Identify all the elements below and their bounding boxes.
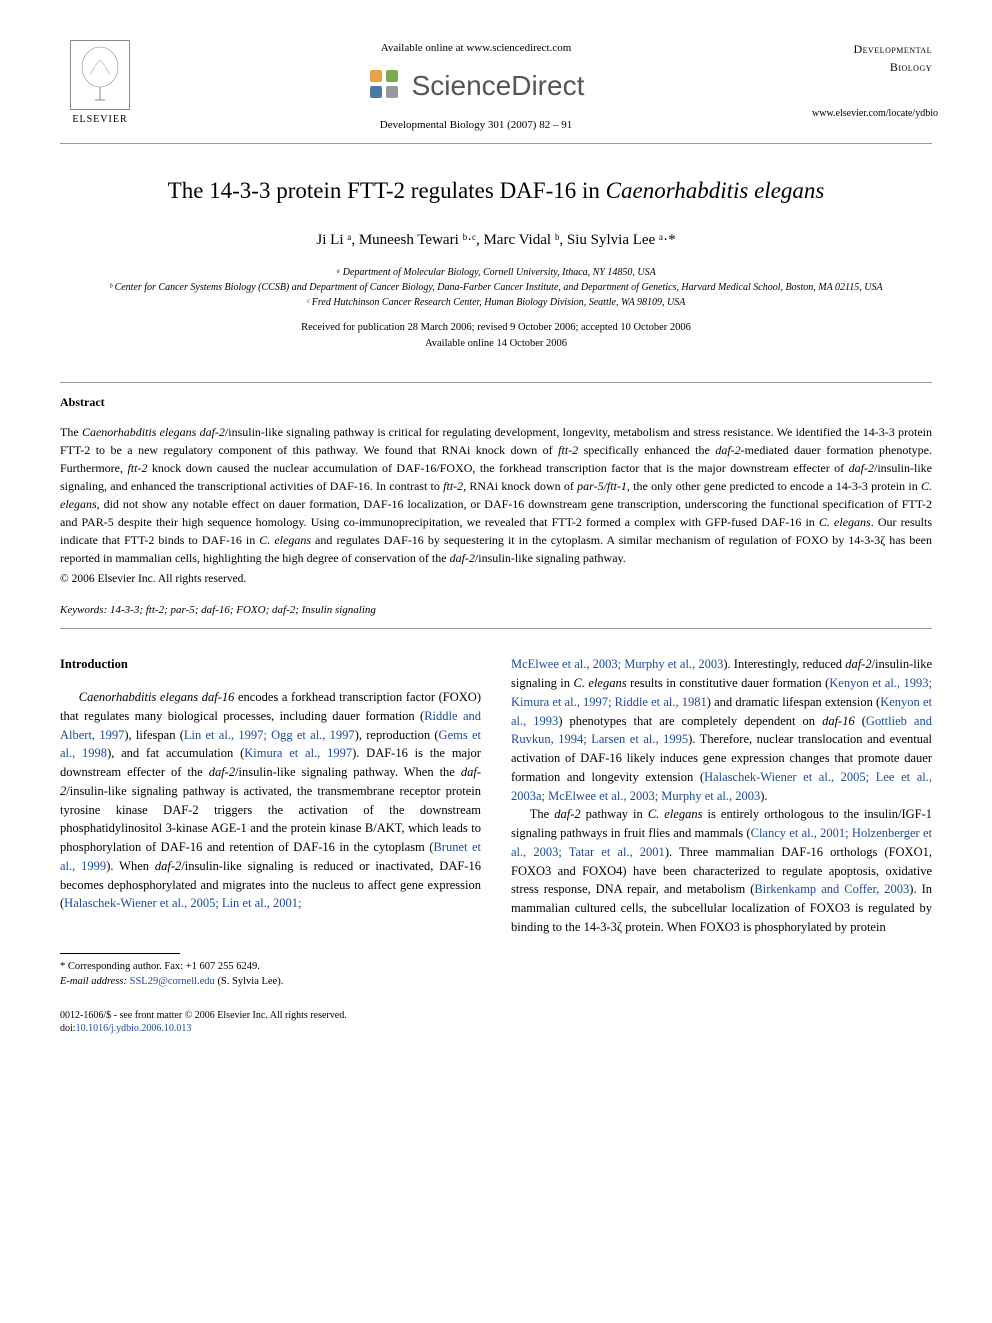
journal-name: Developmental Biology — [812, 40, 932, 76]
sciencedirect-logo: ScienceDirect — [140, 65, 812, 107]
online-date: Available online 14 October 2006 — [60, 336, 932, 352]
affiliations: ᵃ Department of Molecular Biology, Corne… — [60, 265, 932, 310]
journal-reference: Developmental Biology 301 (2007) 82 – 91 — [140, 117, 812, 134]
elsevier-label: ELSEVIER — [72, 112, 127, 127]
page-header: ELSEVIER Available online at www.science… — [60, 40, 932, 133]
abstract-bottom-rule — [60, 628, 932, 629]
footer-copyright: 0012-1606/$ - see front matter © 2006 El… — [60, 1009, 932, 1022]
email-address[interactable]: SSL29@cornell.edu — [130, 976, 215, 987]
column-right: McElwee et al., 2003; Murphy et al., 200… — [511, 655, 932, 989]
email-suffix: (S. Sylvia Lee). — [215, 976, 284, 987]
corresponding-email-row: E-mail address: SSL29@cornell.edu (S. Sy… — [60, 975, 481, 990]
footer: 0012-1606/$ - see front matter © 2006 El… — [60, 1009, 932, 1035]
header-rule — [60, 143, 932, 144]
doi-value[interactable]: 10.1016/j.ydbio.2006.10.013 — [76, 1023, 192, 1034]
corresponding-fax: * Corresponding author. Fax: +1 607 255 … — [60, 960, 481, 975]
header-center: Available online at www.sciencedirect.co… — [140, 40, 812, 133]
affiliation-b: ᵇ Center for Cancer Systems Biology (CCS… — [60, 280, 932, 295]
corresponding-author: * Corresponding author. Fax: +1 607 255 … — [60, 960, 481, 989]
elsevier-tree-icon — [70, 40, 130, 110]
affiliation-c: ᶜ Fred Hutchinson Cancer Research Center… — [60, 295, 932, 310]
footer-doi-row: doi:10.1016/j.ydbio.2006.10.013 — [60, 1022, 932, 1035]
sciencedirect-icon — [368, 68, 404, 104]
authors: Ji Li ᵃ, Muneesh Tewari ᵇ·ᶜ, Marc Vidal … — [60, 229, 932, 252]
journal-url: www.elsevier.com/locate/ydbio — [812, 106, 932, 121]
received-date: Received for publication 28 March 2006; … — [60, 320, 932, 336]
email-label: E-mail address: — [60, 976, 127, 987]
abstract-top-rule — [60, 382, 932, 383]
publication-dates: Received for publication 28 March 2006; … — [60, 320, 932, 352]
journal-box: Developmental Biology www.elsevier.com/l… — [812, 40, 932, 121]
keywords-label: Keywords: — [60, 604, 107, 616]
corresponding-rule — [60, 953, 180, 954]
column-left: Introduction Caenorhabditis elegans daf-… — [60, 655, 481, 989]
intro-paragraph-2: The daf-2 pathway in C. elegans is entir… — [511, 805, 932, 936]
abstract-copyright: © 2006 Elsevier Inc. All rights reserved… — [60, 571, 932, 588]
keywords: Keywords: 14-3-3; ftt-2; par-5; daf-16; … — [60, 602, 932, 619]
keywords-text: 14-3-3; ftt-2; par-5; daf-16; FOXO; daf-… — [107, 604, 376, 616]
doi-label: doi: — [60, 1023, 76, 1034]
abstract-label: Abstract — [60, 393, 932, 411]
article-title: The 14-3-3 protein FTT-2 regulates DAF-1… — [60, 174, 932, 209]
intro-paragraph-1: Caenorhabditis elegans daf-16 encodes a … — [60, 688, 481, 913]
sciencedirect-text: ScienceDirect — [412, 65, 585, 107]
elsevier-logo: ELSEVIER — [60, 40, 140, 127]
abstract-text: The Caenorhabditis elegans daf-2/insulin… — [60, 423, 932, 567]
available-online-text: Available online at www.sciencedirect.co… — [140, 40, 812, 57]
body-columns: Introduction Caenorhabditis elegans daf-… — [60, 655, 932, 989]
intro-paragraph-1-cont: McElwee et al., 2003; Murphy et al., 200… — [511, 655, 932, 805]
affiliation-a: ᵃ Department of Molecular Biology, Corne… — [60, 265, 932, 280]
introduction-label: Introduction — [60, 655, 481, 674]
